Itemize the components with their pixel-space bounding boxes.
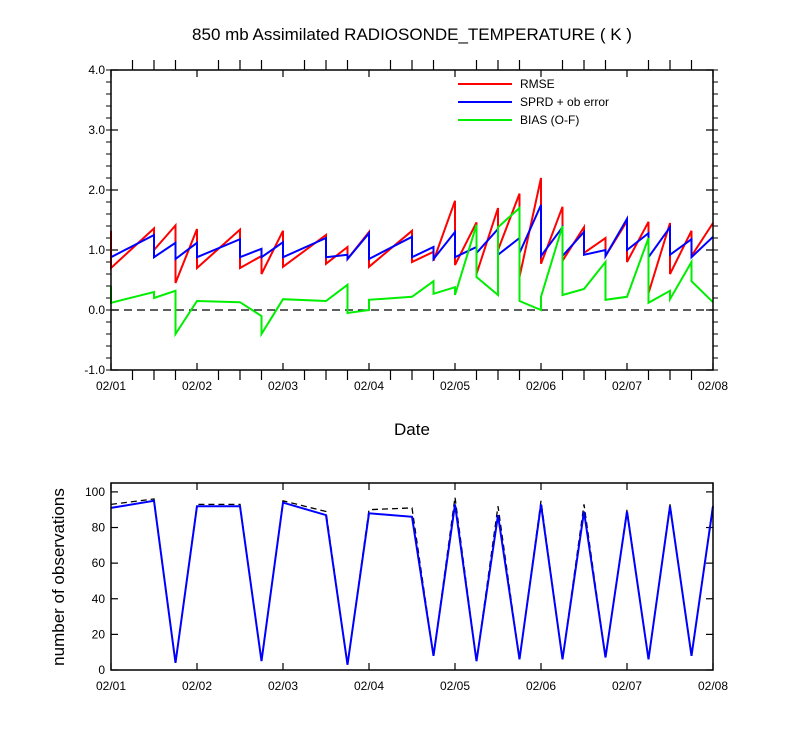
- legend-label-rmse: RMSE: [520, 77, 555, 91]
- legend-label-bias: BIAS (O-F): [520, 113, 579, 127]
- x-tick-label: 02/04: [354, 679, 384, 693]
- legend-label-sprd: SPRD + ob error: [520, 95, 609, 109]
- y-tick-label: 40: [92, 592, 106, 606]
- bottom-series: [110, 497, 714, 665]
- y-tick-label: 20: [92, 627, 106, 641]
- y-tick-label: 2.0: [88, 183, 105, 197]
- series-sprd-ob-error: [110, 204, 714, 262]
- x-tick-label: 02/02: [182, 679, 212, 693]
- y-tick-label: 0: [98, 663, 105, 677]
- x-tick-label: 02/05: [440, 679, 470, 693]
- bottom-plot-frame: [110, 482, 714, 671]
- y-tick-label: 80: [92, 521, 106, 535]
- y-tick-label: -1.0: [84, 363, 105, 377]
- y-tick-label: 3.0: [88, 123, 105, 137]
- x-tick-label: 02/05: [440, 379, 470, 393]
- x-tick-label: 02/07: [612, 679, 642, 693]
- y-tick-label: 60: [92, 556, 106, 570]
- chart-title: 850 mb Assimilated RADIOSONDE_TEMPERATUR…: [192, 25, 632, 44]
- x-tick-label: 02/06: [526, 679, 556, 693]
- y-tick-label: 4.0: [88, 63, 105, 77]
- y-axis-title-observations: number of observations: [49, 488, 68, 666]
- top-y-tick-labels: -1.0 0.0 1.0 2.0 3.0 4.0: [84, 63, 105, 377]
- bottom-x-tick-labels: 02/01 02/02 02/03 02/04 02/05 02/06 02/07 02/08: [96, 679, 728, 693]
- top-x-tick-labels: 02/01 02/02 02/03 02/04 02/05 02/06 02/07 02/08: [96, 379, 728, 393]
- top-series: [110, 177, 714, 338]
- legend: RMSE SPRD + ob error BIAS (O-F): [458, 77, 609, 127]
- y-tick-label: 1.0: [88, 243, 105, 257]
- y-tick-label: 100: [85, 485, 105, 499]
- x-tick-label: 02/01: [96, 679, 126, 693]
- series-observations-assimilated: [110, 499, 714, 665]
- bottom-y-tick-labels: 0 20 40 60 80 100: [85, 485, 105, 677]
- series-bias-o-f: [110, 205, 714, 338]
- x-axis-title: Date: [394, 420, 430, 439]
- x-tick-label: 02/03: [268, 379, 298, 393]
- x-tick-label: 02/06: [526, 379, 556, 393]
- x-tick-label: 02/08: [698, 679, 728, 693]
- series-observations-possible: [110, 497, 714, 665]
- top-plot-frame: [110, 69, 714, 371]
- x-tick-label: 02/02: [182, 379, 212, 393]
- series-rmse: [110, 177, 714, 294]
- x-tick-label: 02/04: [354, 379, 384, 393]
- x-tick-label: 02/07: [612, 379, 642, 393]
- x-tick-label: 02/08: [698, 379, 728, 393]
- x-tick-label: 02/03: [268, 679, 298, 693]
- x-tick-label: 02/01: [96, 379, 126, 393]
- y-tick-label: 0.0: [88, 303, 105, 317]
